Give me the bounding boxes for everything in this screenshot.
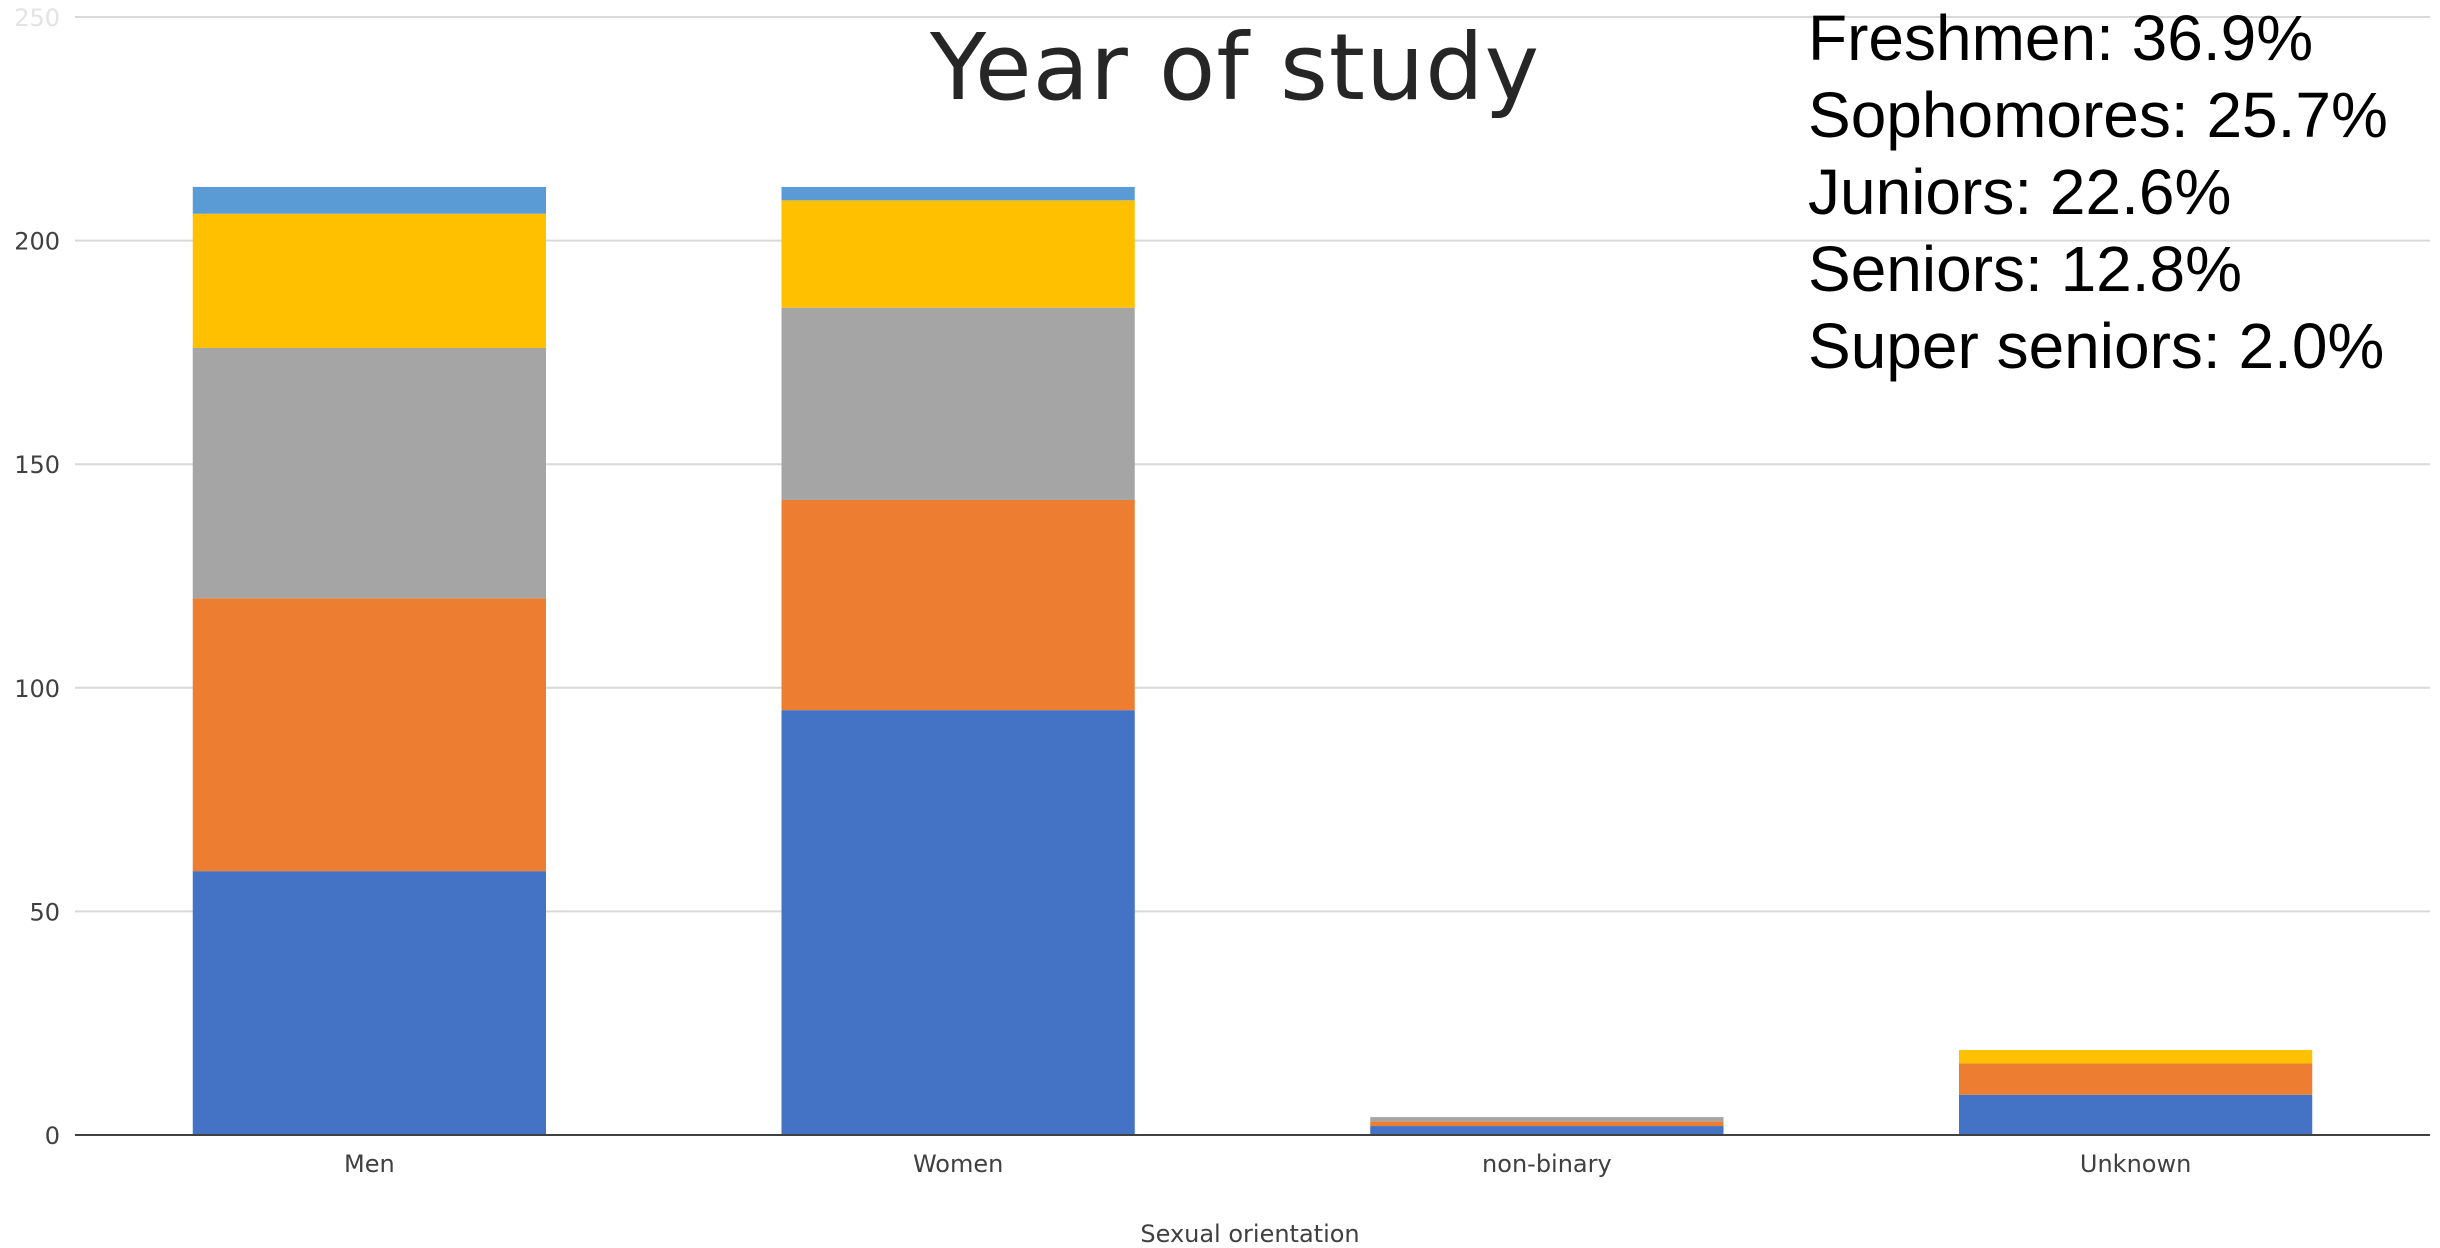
annotation-seniors: Seniors: 12.8% <box>1808 233 2243 305</box>
bar-segment <box>1370 1117 1724 1122</box>
x-tick-label: Unknown <box>2080 1150 2191 1178</box>
annotation-juniors: Juniors: 22.6% <box>1808 156 2232 228</box>
bar-segment <box>781 307 1135 500</box>
annotation-super-seniors: Super seniors: 2.0% <box>1808 310 2385 382</box>
bar-segment <box>192 186 546 214</box>
bar-segment <box>1959 1063 2313 1095</box>
bar-segment <box>1959 1050 2313 1064</box>
bar-segment <box>781 710 1135 1135</box>
x-tick-label: Women <box>913 1150 1003 1178</box>
x-tick-label: non-binary <box>1482 1150 1612 1178</box>
annotation-sophomores: Sophomores: 25.7% <box>1808 79 2388 151</box>
bar-segment <box>192 871 546 1135</box>
y-tick-label: 200 <box>14 228 60 256</box>
bar-segment <box>192 598 546 872</box>
annotation-freshmen: Freshmen: 36.9% <box>1808 2 2314 74</box>
bar-segment <box>192 347 546 599</box>
x-tick-label: Men <box>344 1150 395 1178</box>
y-tick-label: 250 <box>14 4 60 32</box>
bar-segment <box>781 200 1135 308</box>
bar-segment <box>1370 1126 1724 1135</box>
chart-title: Year of study <box>930 14 1541 121</box>
bar-segment <box>781 186 1135 201</box>
year-percentages-annotation: Freshmen: 36.9% Sophomores: 25.7% Junior… <box>1808 0 2388 385</box>
y-tick-label: 0 <box>45 1122 60 1150</box>
x-axis-title: Sexual orientation <box>1140 1220 1360 1248</box>
y-tick-label: 50 <box>29 898 60 926</box>
y-tick-label: 150 <box>14 451 60 479</box>
bar-segment <box>1959 1094 2313 1135</box>
bar-segment <box>192 213 546 348</box>
bar-segment <box>1370 1121 1724 1127</box>
bar-segment <box>781 499 1135 711</box>
y-tick-label: 100 <box>14 675 60 703</box>
